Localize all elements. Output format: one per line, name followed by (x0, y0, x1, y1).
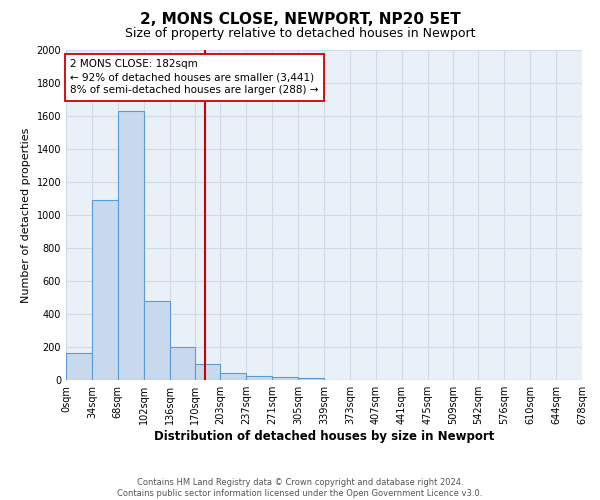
Y-axis label: Number of detached properties: Number of detached properties (21, 128, 31, 302)
Bar (170, 347, 196, 380)
Bar (220, 374, 247, 380)
Bar (143, 301, 170, 380)
Bar (298, 378, 324, 380)
Text: 2 MONS CLOSE: 182sqm
← 92% of detached houses are smaller (3,441)
8% of semi-det: 2 MONS CLOSE: 182sqm ← 92% of detached h… (70, 59, 319, 96)
Bar (66, 353, 92, 380)
Text: Contains HM Land Registry data © Crown copyright and database right 2024.
Contai: Contains HM Land Registry data © Crown c… (118, 478, 482, 498)
Bar (272, 376, 298, 380)
X-axis label: Distribution of detached houses by size in Newport: Distribution of detached houses by size … (154, 430, 494, 443)
Bar (196, 364, 220, 380)
Bar (247, 376, 272, 380)
Bar (118, 111, 143, 380)
Bar (92, 200, 118, 380)
Text: 2, MONS CLOSE, NEWPORT, NP20 5ET: 2, MONS CLOSE, NEWPORT, NP20 5ET (140, 12, 460, 28)
Text: Size of property relative to detached houses in Newport: Size of property relative to detached ho… (125, 28, 475, 40)
